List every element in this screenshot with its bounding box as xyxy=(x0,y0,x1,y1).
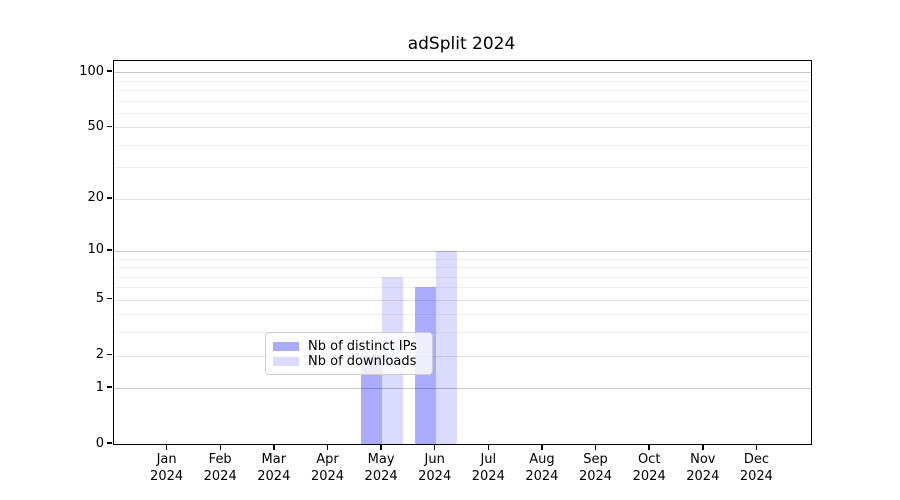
x-tick-year-jul: 2024 xyxy=(471,469,505,484)
x-tick-year-oct: 2024 xyxy=(632,469,666,484)
x-tick-mark-aug xyxy=(541,445,543,450)
y-tick-mark-100 xyxy=(107,70,112,72)
x-tick-mark-jul xyxy=(487,445,490,450)
legend-swatch-distinct-ips xyxy=(273,341,299,351)
legend-item-downloads: Nb of downloads xyxy=(273,354,424,368)
plot-area xyxy=(113,60,812,445)
x-tick-label-aug: Aug 2024 xyxy=(525,452,559,484)
gridline-minor-80 xyxy=(114,89,811,91)
x-tick-label-may: May 2024 xyxy=(364,452,398,484)
x-tick-year-dec: 2024 xyxy=(739,469,773,484)
x-tick-mark-oct xyxy=(648,445,650,450)
x-tick-mark-apr xyxy=(326,445,329,450)
gridline-minor-7 xyxy=(114,276,811,278)
y-tick-mark-20 xyxy=(107,197,112,199)
y-tick-label-0: 0 xyxy=(95,435,104,451)
y-tick-mark-1 xyxy=(107,386,112,388)
chart-title: adSplit 2024 xyxy=(407,34,516,54)
x-tick-year-jan: 2024 xyxy=(150,469,184,484)
gridline-20 xyxy=(114,198,811,200)
y-tick-label-100: 100 xyxy=(79,63,104,79)
y-tick-mark-10 xyxy=(107,249,112,251)
y-tick-label-10: 10 xyxy=(87,242,104,258)
x-tick-label-feb: Feb 2024 xyxy=(203,452,237,484)
x-tick-mark-dec xyxy=(755,445,758,450)
gridline-minor-70 xyxy=(114,100,811,102)
gridline-minor-8 xyxy=(114,267,811,268)
y-tick-mark-0 xyxy=(107,442,112,444)
x-tick-year-apr: 2024 xyxy=(310,469,345,484)
y-tick-mark-2 xyxy=(107,353,112,356)
x-tick-mark-nov xyxy=(702,445,704,450)
gridline-5 xyxy=(114,299,811,301)
y-tick-mark-5 xyxy=(107,297,112,300)
x-tick-year-may: 2024 xyxy=(364,469,398,484)
gridline-minor-60 xyxy=(114,112,811,114)
bar-distinct-ips-may xyxy=(361,355,383,444)
bar-downloads-jun xyxy=(435,250,457,444)
gridline-50 xyxy=(114,127,811,129)
x-tick-mark-jun xyxy=(433,445,436,450)
legend-label-downloads: Nb of downloads xyxy=(308,353,417,369)
x-tick-label-apr: Apr 2024 xyxy=(310,452,345,484)
x-tick-label-oct: Oct 2024 xyxy=(632,452,666,484)
x-tick-label-sep: Sep 2024 xyxy=(578,452,613,484)
x-tick-mark-feb xyxy=(219,445,221,450)
gridline-2 xyxy=(114,355,811,357)
legend: Nb of distinct IPs Nb of downloads xyxy=(265,332,433,375)
x-tick-label-mar: Mar 2024 xyxy=(257,452,291,484)
gridline-minor-3 xyxy=(114,332,811,334)
y-tick-label-20: 20 xyxy=(87,190,104,206)
y-tick-mark-50 xyxy=(107,125,112,127)
gridline-10 xyxy=(114,250,811,252)
y-tick-label-50: 50 xyxy=(87,118,104,134)
plot-inner xyxy=(114,61,811,444)
x-tick-year-aug: 2024 xyxy=(525,469,559,484)
gridline-minor-90 xyxy=(114,80,811,82)
x-tick-mark-jan xyxy=(165,445,168,450)
gridline-minor-40 xyxy=(114,144,811,146)
x-tick-mark-mar xyxy=(273,445,275,450)
gridline-minor-9 xyxy=(114,258,811,260)
legend-item-distinct-ips: Nb of distinct IPs xyxy=(273,339,424,353)
x-tick-label-jun: Jun 2024 xyxy=(418,452,452,484)
x-tick-label-dec: Dec 2024 xyxy=(739,452,773,484)
x-tick-label-jul: Jul 2024 xyxy=(471,452,505,484)
x-tick-year-feb: 2024 xyxy=(203,469,237,484)
gridline-minor-30 xyxy=(114,167,811,169)
legend-swatch-downloads xyxy=(273,356,299,366)
x-tick-mark-may xyxy=(380,445,382,450)
gridline-minor-4 xyxy=(114,314,811,316)
x-tick-year-sep: 2024 xyxy=(578,469,613,484)
x-tick-year-jun: 2024 xyxy=(418,469,452,484)
gridline-100 xyxy=(114,72,811,74)
x-tick-year-mar: 2024 xyxy=(257,469,291,484)
x-tick-label-jan: Jan 2024 xyxy=(150,452,184,484)
x-tick-mark-sep xyxy=(594,445,597,450)
x-tick-year-nov: 2024 xyxy=(686,469,720,484)
x-tick-label-nov: Nov 2024 xyxy=(686,452,720,484)
gridline-1 xyxy=(114,388,811,390)
y-tick-label-5: 5 xyxy=(95,291,104,307)
y-tick-label-1: 1 xyxy=(95,379,104,395)
y-tick-label-2: 2 xyxy=(95,347,104,362)
legend-label-distinct-ips: Nb of distinct IPs xyxy=(308,338,417,354)
gridline-minor-6 xyxy=(114,287,811,289)
